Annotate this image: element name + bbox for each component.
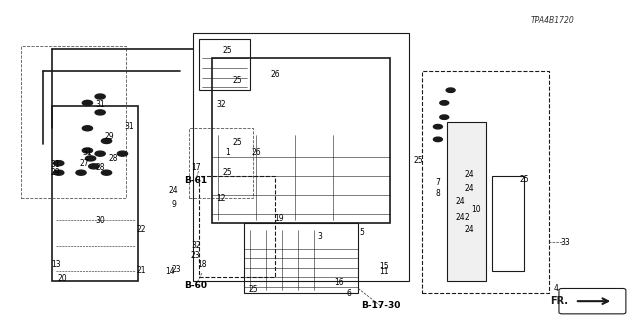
Bar (20, 46, 125, 198)
Circle shape (101, 170, 111, 175)
Text: FR.: FR. (550, 296, 568, 306)
Text: 2: 2 (464, 212, 469, 222)
Circle shape (433, 137, 442, 142)
Text: 25: 25 (223, 46, 232, 55)
Text: 6: 6 (346, 289, 351, 298)
Text: 25: 25 (232, 138, 242, 147)
Text: 31: 31 (95, 100, 105, 109)
Text: 24: 24 (456, 212, 465, 222)
Circle shape (83, 100, 93, 105)
Text: 11: 11 (379, 267, 388, 276)
Circle shape (433, 124, 442, 129)
Text: 29: 29 (105, 132, 115, 141)
Text: 7: 7 (435, 178, 440, 187)
Text: 32: 32 (216, 100, 226, 109)
Text: 3: 3 (317, 232, 323, 241)
Bar (52, 106, 138, 281)
Text: 12: 12 (216, 194, 226, 203)
Bar (193, 33, 409, 281)
Text: 15: 15 (379, 262, 388, 271)
Text: 14: 14 (166, 267, 175, 276)
Text: 26: 26 (271, 70, 280, 79)
Text: 25: 25 (232, 76, 242, 85)
Text: 30: 30 (95, 216, 105, 225)
Circle shape (117, 151, 127, 156)
Text: 31: 31 (83, 148, 92, 156)
Text: 25: 25 (223, 168, 232, 177)
Circle shape (440, 115, 449, 119)
Text: 20: 20 (57, 274, 67, 283)
Text: 8: 8 (435, 189, 440, 198)
Text: 26: 26 (252, 148, 261, 156)
Text: 25: 25 (414, 156, 424, 164)
Bar (422, 71, 549, 293)
Circle shape (95, 94, 105, 99)
Circle shape (83, 126, 93, 131)
Circle shape (54, 161, 64, 166)
Text: 10: 10 (471, 205, 481, 214)
Text: B-61: B-61 (184, 176, 207, 185)
Bar (189, 128, 253, 198)
Text: 27: 27 (79, 159, 89, 168)
Bar (212, 59, 390, 223)
Text: 28: 28 (108, 154, 118, 163)
Text: 23: 23 (172, 265, 181, 274)
Text: 29: 29 (51, 168, 60, 177)
Bar (244, 223, 358, 293)
Circle shape (83, 148, 93, 153)
Text: 24: 24 (456, 197, 465, 206)
Circle shape (89, 164, 99, 169)
Text: 16: 16 (334, 278, 344, 287)
Text: 19: 19 (274, 214, 284, 223)
Text: 24: 24 (465, 225, 474, 234)
Bar (199, 176, 275, 277)
Circle shape (76, 170, 86, 175)
Text: 32: 32 (191, 241, 200, 250)
Text: 25: 25 (519, 174, 529, 184)
Bar (199, 39, 250, 90)
Text: 22: 22 (137, 225, 147, 234)
Circle shape (95, 151, 105, 156)
Text: 24: 24 (168, 186, 179, 195)
Circle shape (86, 156, 96, 161)
Circle shape (446, 88, 455, 92)
Circle shape (101, 139, 111, 143)
Circle shape (95, 110, 105, 115)
Text: 28: 28 (95, 164, 105, 172)
Text: B-60: B-60 (184, 281, 207, 290)
Text: 31: 31 (124, 122, 134, 131)
Bar (447, 122, 486, 281)
Bar (492, 176, 524, 271)
Text: TPA4B1720: TPA4B1720 (531, 16, 575, 25)
Text: 21: 21 (137, 266, 147, 275)
Text: 5: 5 (359, 228, 364, 237)
Text: 17: 17 (191, 164, 200, 172)
Text: 23: 23 (191, 251, 200, 260)
Text: 33: 33 (561, 238, 570, 247)
Text: 25: 25 (248, 284, 258, 294)
Text: 24: 24 (465, 184, 474, 193)
Text: 31: 31 (51, 160, 60, 169)
Text: 9: 9 (171, 200, 176, 209)
Circle shape (440, 101, 449, 105)
Text: 24: 24 (465, 170, 474, 179)
Text: 13: 13 (51, 260, 60, 269)
Circle shape (54, 170, 64, 175)
Text: B-17-30: B-17-30 (361, 301, 400, 310)
Text: 18: 18 (197, 260, 207, 269)
Text: 4: 4 (554, 284, 558, 293)
Text: 1: 1 (225, 148, 230, 156)
